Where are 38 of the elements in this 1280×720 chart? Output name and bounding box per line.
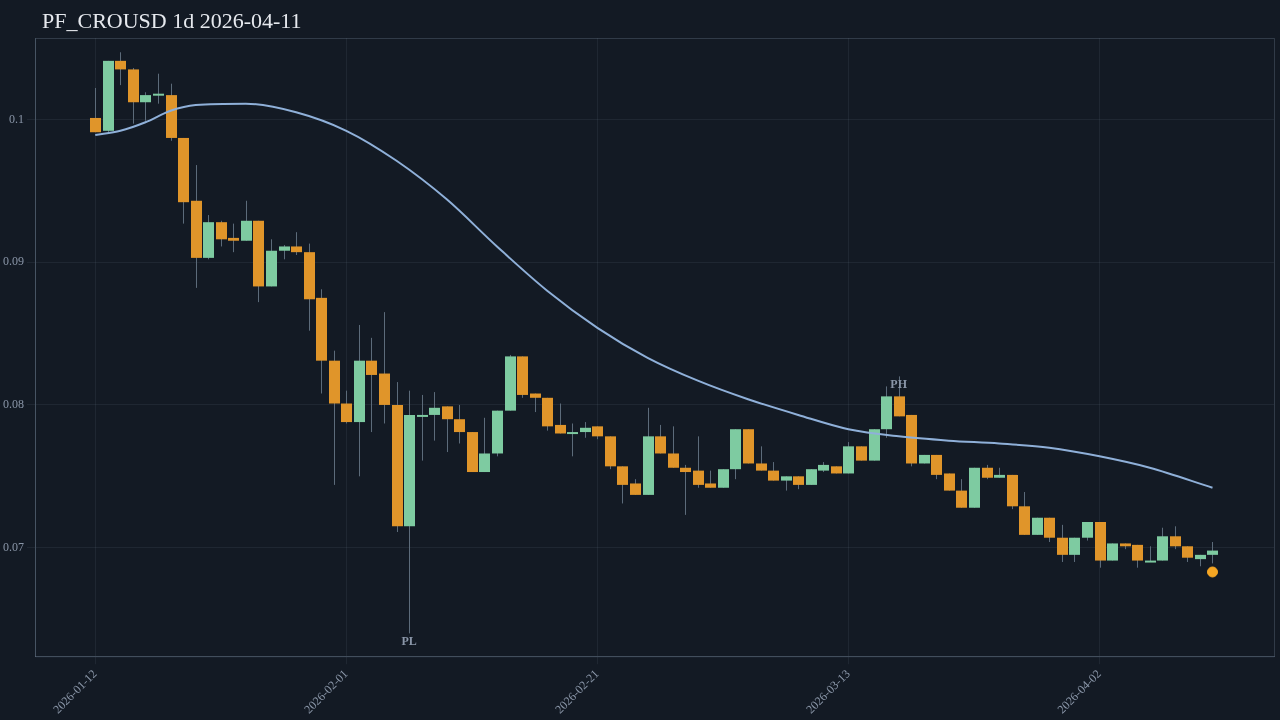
candlestick — [153, 73, 164, 105]
candlestick — [1082, 521, 1093, 542]
candlestick — [680, 464, 691, 516]
candlestick — [90, 87, 101, 133]
candlestick — [956, 478, 967, 509]
candlestick — [655, 424, 666, 454]
candlestick — [366, 337, 377, 433]
candlestick — [454, 404, 465, 444]
y-tick-label: 0.07 — [3, 539, 24, 554]
candlestick — [555, 403, 566, 434]
candlestick — [1069, 537, 1080, 563]
candlestick — [417, 394, 428, 462]
candlestick — [442, 405, 453, 453]
candlestick — [567, 423, 578, 457]
candlestick — [1145, 545, 1156, 563]
candlestick — [1207, 541, 1218, 564]
candlestick — [115, 51, 126, 86]
candlestick — [756, 445, 767, 472]
line-series — [94, 102, 1214, 489]
candlestick — [718, 468, 729, 489]
y-tick-label: 0.09 — [3, 254, 24, 269]
y-tick-label: 0.1 — [9, 111, 24, 126]
candlestick — [931, 454, 942, 480]
candlestick — [768, 461, 779, 482]
candlestick — [668, 425, 679, 469]
chart-title: PF_CROUSD 1d 2026-04-11 — [42, 8, 302, 34]
candlestick — [341, 390, 352, 424]
annotation: PL — [401, 634, 417, 649]
candlestick — [429, 391, 440, 442]
candlestick — [241, 200, 252, 242]
candlestick — [291, 231, 302, 256]
candlestick — [1057, 524, 1068, 563]
candlestick — [1170, 525, 1181, 550]
y-tick-label: 0.08 — [3, 397, 24, 412]
candlestick — [1044, 517, 1055, 543]
candlestick — [479, 417, 490, 473]
candlestick — [617, 465, 628, 504]
candlestick — [140, 91, 151, 122]
